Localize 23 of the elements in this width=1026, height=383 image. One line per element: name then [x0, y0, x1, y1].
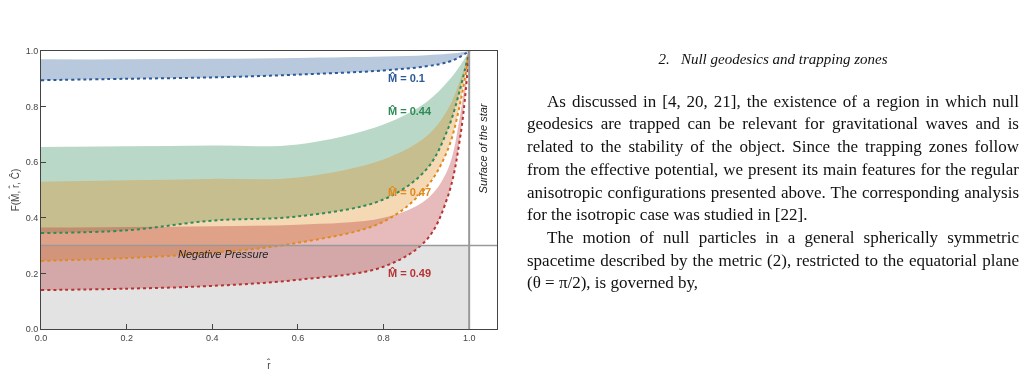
series-label: M̂ = 0.1	[388, 72, 425, 84]
x-tick-label: 0.8	[377, 332, 390, 343]
x-tick-label: 0.6	[291, 332, 305, 343]
x-tick-label: 1.0	[462, 332, 476, 343]
x-axis-title: r̂	[266, 358, 272, 371]
y-tick-label: 0.0	[25, 324, 39, 335]
series-label: M̂ = 0.47	[388, 186, 432, 198]
band-label: Negative Pressure	[178, 248, 269, 260]
ref-line-label: Surface of the star	[476, 102, 489, 194]
text: As discussed in [4, 20, 21], the existence of a region in which null geodesics are trapped can be relevant for gravitational waves and is related to the stability of the object. Since the trapping zones follow from the effective potential, we present its main features for the regular anisotropic configurations presented above. The corresponding analysis for the isotropic case was studied in [22].	[527, 90, 1019, 227]
x-tick-label: 0.0	[34, 332, 48, 343]
text: 2. Null geodesics and trapping zones	[657, 50, 889, 69]
x-tick-label: 0.4	[206, 332, 219, 343]
series-label: M̂ = 0.44	[388, 105, 432, 117]
series-label: M̂ = 0.49	[388, 267, 432, 279]
x-tick-label: 0.2	[120, 332, 133, 343]
y-axis-title: F(M̂, r̂, Ĉ)	[7, 168, 21, 212]
y-tick-label: 0.6	[25, 157, 39, 168]
y-tick-label: 0.2	[25, 268, 39, 279]
y-tick-label: 1.0	[25, 46, 39, 57]
y-tick-label: 0.4	[25, 212, 39, 223]
text: The motion of null particles in a general spherically symmetric spacetime described by the metric (2), restricted to the equatorial plane (θ = π/2), is governed by,	[527, 226, 1019, 295]
y-tick-label: 0.8	[25, 101, 39, 112]
